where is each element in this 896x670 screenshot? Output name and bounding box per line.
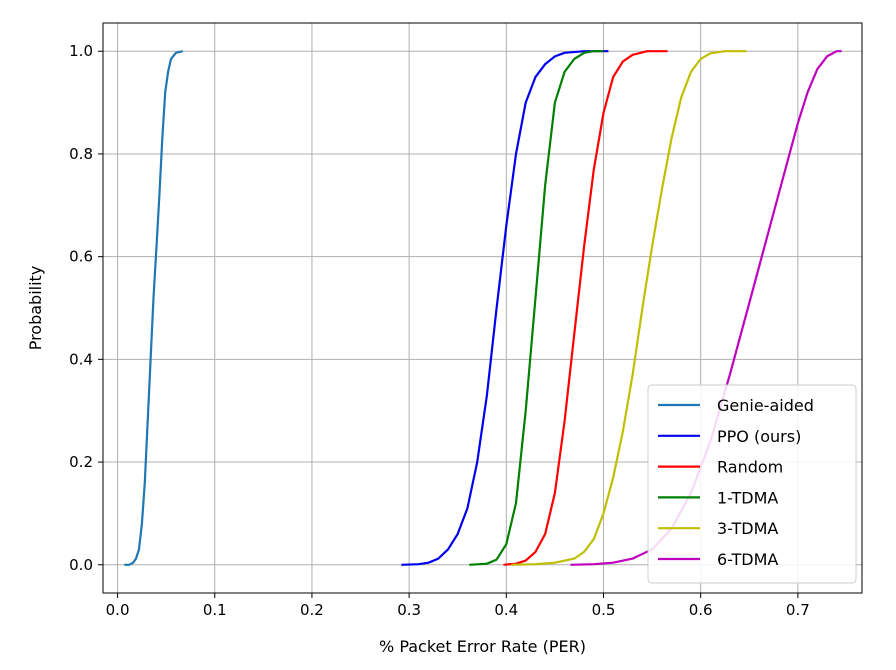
series-line-5 <box>570 50 842 566</box>
x-tick-label: 0.0 <box>106 601 130 619</box>
legend-label: 3-TDMA <box>717 519 778 538</box>
y-tick-label: 1.0 <box>69 42 93 60</box>
y-tick-label: 0.2 <box>69 453 93 471</box>
legend-label: 1-TDMA <box>717 488 778 507</box>
legend-label: PPO (ours) <box>717 427 801 446</box>
series-line-4 <box>511 50 747 566</box>
x-tick-label: 0.2 <box>300 601 324 619</box>
x-tick-label: 0.3 <box>397 601 421 619</box>
x-axis-label: % Packet Error Rate (PER) <box>379 637 586 656</box>
axis-ticks: 0.0 0.1 0.2 0.3 0.4 0.5 0.6 0.7 0.0 0.2 0.4 0.6 0.8 1… <box>69 42 810 619</box>
x-tick-label: 0.7 <box>786 601 810 619</box>
legend-label: 6-TDMA <box>717 550 778 569</box>
x-tick-label: 0.5 <box>592 601 616 619</box>
legend-box <box>647 384 857 584</box>
series-line-3 <box>469 50 604 566</box>
legend-label: Random <box>717 458 783 477</box>
series-line-1 <box>401 50 609 566</box>
series-line-2 <box>503 50 668 566</box>
y-axis-label: Probability <box>26 266 45 351</box>
y-tick-label: 0.0 <box>69 556 93 574</box>
legend-label: Genie-aided <box>717 396 814 415</box>
plot-frame <box>102 22 863 594</box>
y-tick-label: 0.6 <box>69 248 93 266</box>
x-tick-label: 0.1 <box>203 601 227 619</box>
y-tick-label: 0.4 <box>69 350 93 368</box>
y-tick-label: 0.8 <box>69 145 93 163</box>
legend: Genie-aided PPO (ours) Random 1-TDMA 3-TDMA 6… <box>647 384 857 584</box>
series-line-0 <box>124 50 183 566</box>
series-lines <box>124 50 842 566</box>
x-tick-label: 0.4 <box>494 601 518 619</box>
x-tick-label: 0.6 <box>689 601 713 619</box>
